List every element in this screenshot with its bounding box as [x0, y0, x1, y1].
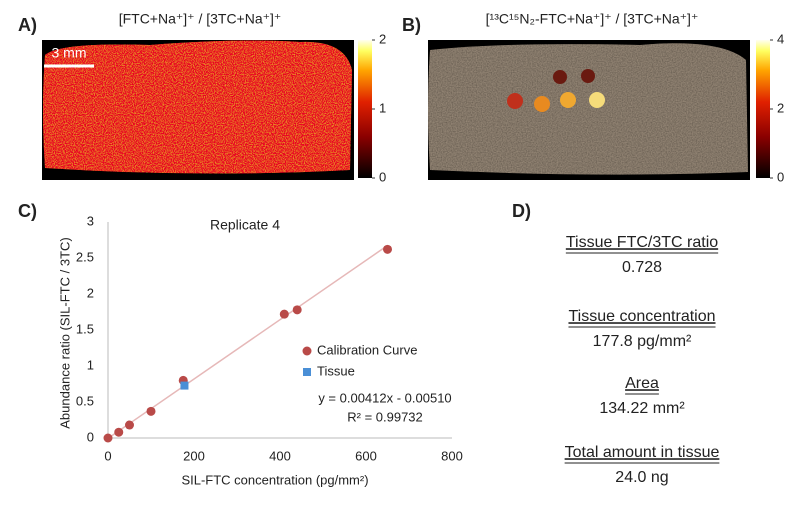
colorbar-tick-label: 0 — [379, 169, 386, 184]
x-tick-label: 200 — [183, 448, 205, 463]
y-tick-label: 1 — [87, 357, 94, 372]
spot — [507, 93, 523, 109]
panel-title: [¹³C¹⁵N₂-FTC+Na⁺]⁺ / [3TC+Na⁺]⁺ — [486, 11, 699, 27]
panel-label: C) — [18, 201, 37, 221]
colorbar — [756, 40, 770, 178]
colorbar-tick-label: 0 — [777, 169, 784, 184]
panel-label: D) — [512, 201, 531, 221]
spot — [553, 70, 567, 84]
chart-title: Replicate 4 — [210, 217, 280, 233]
y-tick-label: 0 — [87, 429, 94, 444]
summary-heading: Tissue FTC/3TC ratio — [566, 234, 718, 251]
x-tick-label: 600 — [355, 448, 377, 463]
y-tick-label: 1.5 — [76, 321, 94, 336]
summary-value: 177.8 pg/mm² — [593, 333, 692, 350]
point — [180, 381, 189, 390]
spot — [534, 96, 550, 112]
panel-label: A) — [18, 15, 37, 35]
legend-label: Calibration Curve — [317, 342, 417, 357]
x-tick-label: 0 — [104, 448, 111, 463]
point — [103, 433, 113, 443]
summary-heading: Area — [625, 375, 659, 392]
spot — [581, 69, 595, 83]
annotation: y = 0.00412x - 0.00510 — [318, 390, 451, 405]
y-tick-label: 0.5 — [76, 393, 94, 408]
colorbar-tick-label: 4 — [777, 31, 784, 46]
point — [292, 305, 302, 315]
x-axis-label: SIL-FTC concentration (pg/mm²) — [181, 472, 368, 487]
trendline — [107, 244, 388, 439]
legend-label: Tissue — [317, 363, 355, 378]
colorbar — [358, 40, 372, 178]
spot — [589, 92, 605, 108]
panel-label: B) — [402, 15, 421, 35]
summary-value: 24.0 ng — [615, 469, 668, 486]
panel-title: [FTC+Na⁺]⁺ / [3TC+Na⁺]⁺ — [119, 11, 282, 27]
point — [279, 309, 289, 319]
point — [383, 244, 392, 254]
spot — [560, 92, 576, 108]
colorbar-tick-label: 2 — [777, 100, 784, 115]
summary-heading: Tissue concentration — [568, 308, 715, 325]
point — [114, 427, 124, 437]
legend-marker — [303, 368, 311, 376]
colorbar-tick-label: 2 — [379, 31, 386, 46]
point — [146, 406, 156, 416]
legend-marker — [302, 346, 312, 356]
y-tick-label: 3 — [87, 213, 94, 228]
scale-bar-label: 3 mm — [52, 45, 87, 61]
summary-heading: Total amount in tissue — [565, 444, 720, 461]
annotation: R² = 0.99732 — [347, 409, 423, 424]
x-tick-label: 800 — [441, 448, 463, 463]
summary-value: 0.728 — [622, 259, 662, 276]
ion-image — [43, 40, 352, 174]
x-tick-label: 400 — [269, 448, 291, 463]
y-tick-label: 2.5 — [76, 249, 94, 264]
y-axis-label: Abundance ratio (SIL-FTC / 3TC) — [57, 237, 72, 428]
ion-image — [428, 43, 748, 175]
colorbar-tick-label: 1 — [379, 100, 386, 115]
point — [125, 420, 134, 430]
summary-value: 134.22 mm² — [599, 400, 685, 417]
y-tick-label: 2 — [87, 285, 94, 300]
